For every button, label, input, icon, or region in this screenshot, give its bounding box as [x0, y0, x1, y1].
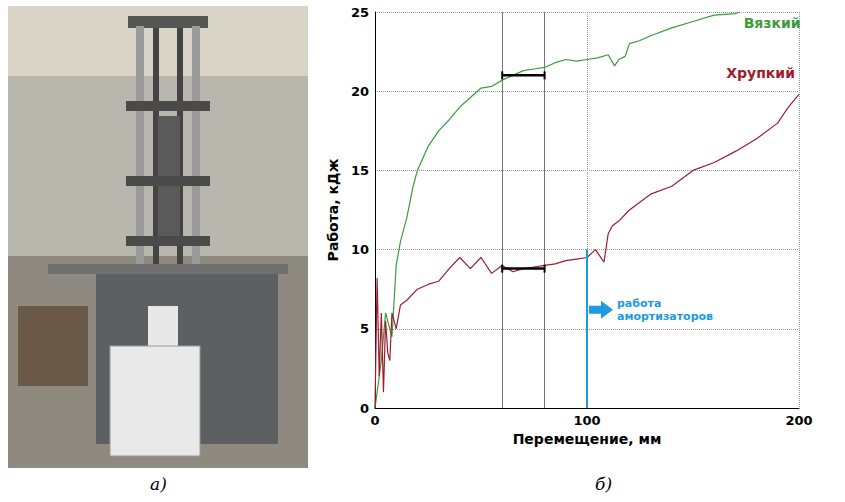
- svg-text:Перемещение, мм: Перемещение, мм: [513, 431, 662, 447]
- svg-text:25: 25: [351, 5, 369, 20]
- svg-text:Работа, кДж: Работа, кДж: [325, 159, 341, 262]
- svg-text:Хрупкий: Хрупкий: [726, 65, 795, 81]
- svg-text:5: 5: [360, 321, 369, 336]
- svg-text:10: 10: [351, 242, 369, 257]
- svg-text:20: 20: [351, 84, 369, 99]
- svg-text:15: 15: [351, 163, 369, 178]
- svg-text:работа: работа: [617, 297, 661, 310]
- svg-text:Вязкий: Вязкий: [744, 15, 801, 31]
- svg-text:200: 200: [785, 413, 812, 428]
- svg-text:100: 100: [573, 413, 600, 428]
- svg-text:0: 0: [360, 401, 369, 416]
- svg-text:0: 0: [370, 413, 379, 428]
- html-text:а): а): [150, 474, 167, 494]
- html-text:б): б): [595, 474, 612, 494]
- svg-text:амортизаторов: амортизаторов: [617, 310, 713, 323]
